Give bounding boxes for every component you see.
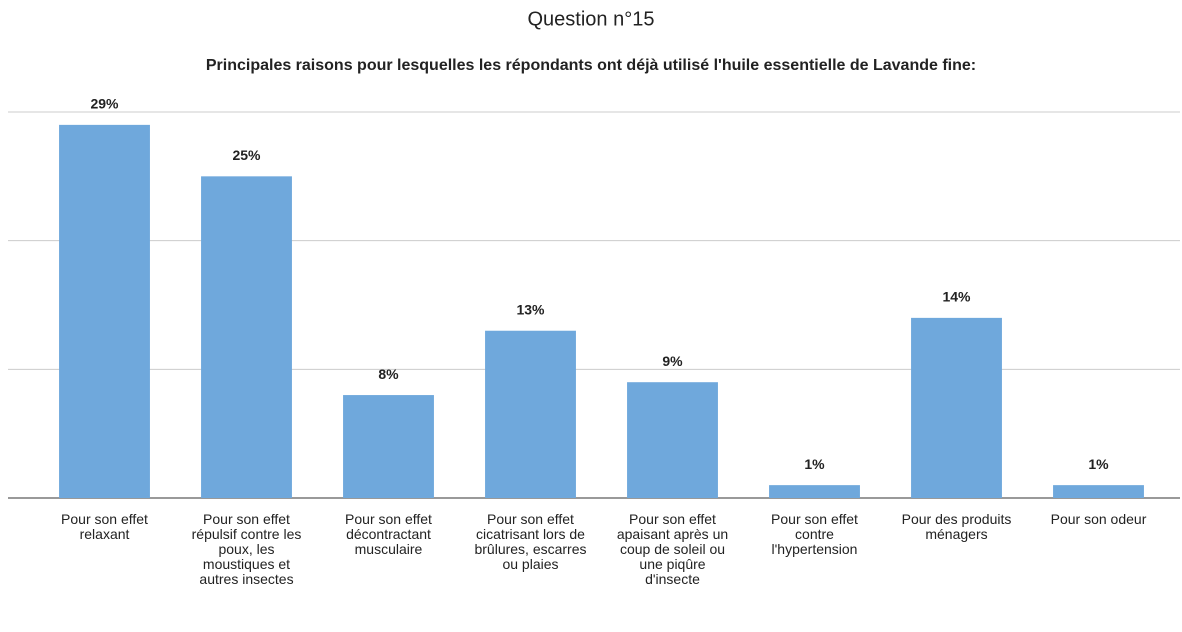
bar bbox=[201, 176, 292, 499]
value-label: 9% bbox=[662, 353, 683, 369]
chart-title: Question n°15 bbox=[528, 8, 655, 30]
x-tick-label: Pour son effet répulsif contre les poux,… bbox=[191, 511, 302, 587]
value-label: 25% bbox=[232, 147, 261, 163]
value-label: 1% bbox=[1088, 456, 1109, 472]
bar bbox=[343, 395, 434, 498]
value-label: 13% bbox=[516, 301, 545, 317]
value-label: 1% bbox=[804, 456, 825, 472]
x-tick-label: Pour son effet cicatrisant lors de brûlu… bbox=[474, 511, 587, 572]
x-tick-label: Pour son effet décontractant musculaire bbox=[345, 511, 432, 557]
x-tick-label: Pour son effet relaxant bbox=[61, 511, 148, 542]
bar bbox=[911, 317, 1002, 498]
value-label: 29% bbox=[90, 96, 119, 112]
x-tick-label: Pour son effet contre l'hypertension bbox=[771, 511, 858, 557]
bar bbox=[59, 124, 150, 498]
chart-subtitle: Principales raisons pour lesquelles les … bbox=[206, 57, 976, 74]
x-tick-label: Pour son odeur bbox=[1050, 511, 1147, 527]
value-label: 8% bbox=[378, 366, 399, 382]
bar bbox=[769, 485, 860, 498]
x-tick-label: Pour son effet apaisant après un coup de… bbox=[616, 511, 729, 587]
bar bbox=[485, 330, 576, 498]
value-label: 14% bbox=[942, 289, 971, 305]
bar bbox=[1053, 485, 1144, 498]
bar bbox=[627, 382, 718, 498]
x-tick-label: Pour des produits ménagers bbox=[901, 511, 1012, 542]
